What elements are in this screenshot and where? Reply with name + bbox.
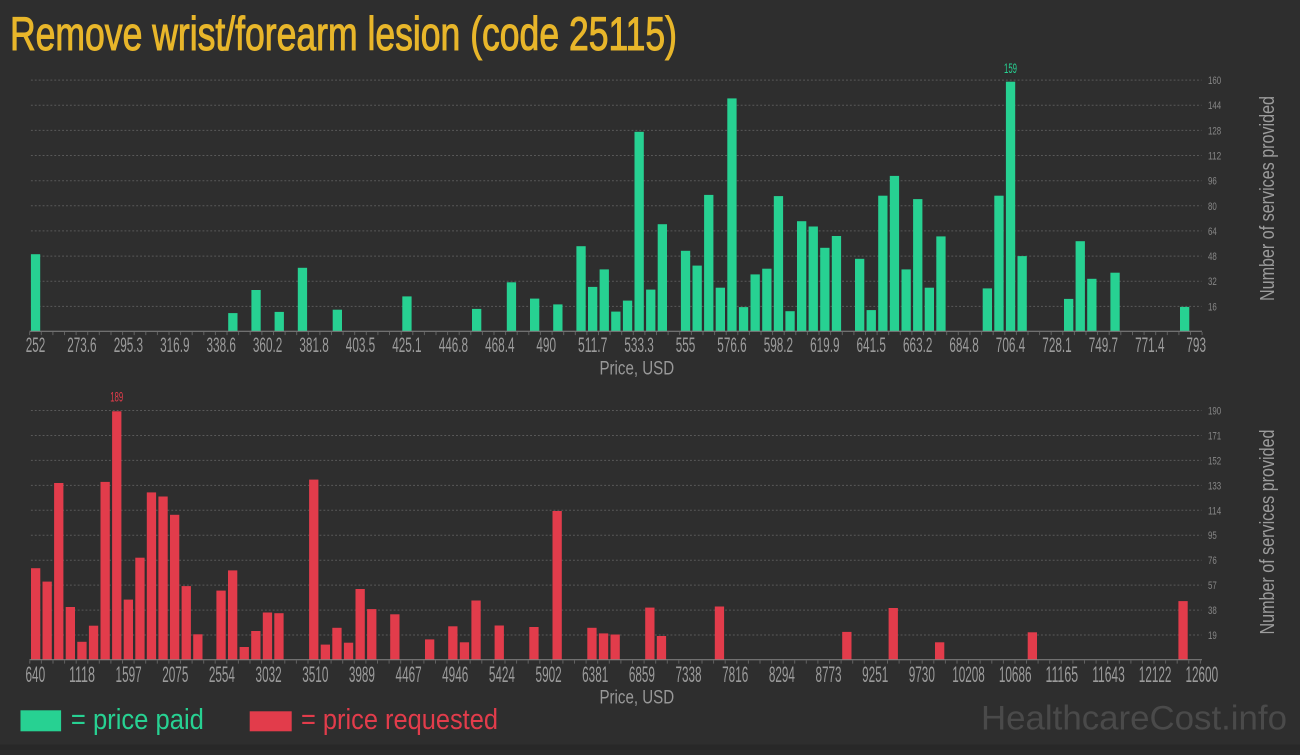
svg-text:38: 38 [1208, 605, 1217, 617]
svg-text:425.1: 425.1 [392, 334, 421, 357]
svg-text:1597: 1597 [116, 662, 142, 687]
svg-text:= price requested: = price requested [301, 704, 498, 736]
svg-text:10208: 10208 [952, 662, 985, 687]
svg-text:95: 95 [1208, 530, 1217, 542]
svg-text:576.6: 576.6 [717, 334, 746, 357]
svg-text:706.4: 706.4 [996, 334, 1026, 357]
svg-text:80: 80 [1208, 201, 1217, 213]
svg-text:8773: 8773 [815, 662, 841, 687]
svg-text:152: 152 [1208, 455, 1221, 467]
svg-text:619.9: 619.9 [810, 334, 839, 357]
svg-text:749.7: 749.7 [1089, 334, 1118, 357]
svg-text:48: 48 [1208, 251, 1217, 263]
svg-text:316.9: 316.9 [160, 334, 189, 357]
svg-text:112: 112 [1208, 151, 1221, 163]
svg-text:5902: 5902 [536, 662, 562, 687]
svg-text:403.5: 403.5 [346, 334, 375, 357]
svg-text:9730: 9730 [909, 662, 935, 687]
svg-text:96: 96 [1208, 176, 1217, 188]
svg-text:273.6: 273.6 [67, 334, 96, 357]
svg-text:793: 793 [1186, 334, 1206, 357]
svg-text:Price, USD: Price, USD [599, 688, 674, 709]
svg-text:640: 640 [26, 662, 46, 687]
svg-text:468.4: 468.4 [485, 334, 515, 357]
svg-text:76: 76 [1208, 555, 1217, 567]
svg-text:10686: 10686 [999, 662, 1032, 687]
svg-text:295.3: 295.3 [114, 334, 143, 357]
svg-text:490: 490 [536, 334, 556, 357]
svg-text:Remove wrist/forearm lesion (c: Remove wrist/forearm lesion (code 25115) [10, 7, 677, 60]
svg-text:252: 252 [26, 334, 46, 357]
svg-text:8294: 8294 [769, 662, 795, 687]
svg-text:11165: 11165 [1046, 662, 1079, 687]
svg-text:114: 114 [1208, 505, 1221, 517]
svg-text:190: 190 [1208, 406, 1221, 418]
svg-text:2554: 2554 [209, 662, 235, 687]
svg-text:32: 32 [1208, 276, 1217, 288]
svg-text:12122: 12122 [1139, 662, 1172, 687]
svg-text:771.4: 771.4 [1135, 334, 1165, 357]
svg-text:11643: 11643 [1092, 662, 1125, 687]
svg-text:189: 189 [110, 389, 123, 405]
svg-text:2075: 2075 [162, 662, 188, 687]
svg-text:16: 16 [1208, 301, 1217, 313]
svg-text:160: 160 [1208, 75, 1221, 87]
svg-text:4946: 4946 [442, 662, 468, 687]
svg-text:133: 133 [1208, 480, 1221, 492]
svg-text:5424: 5424 [489, 662, 515, 687]
svg-text:= price paid: = price paid [71, 704, 204, 736]
svg-text:12600: 12600 [1186, 662, 1219, 687]
svg-text:Price, USD: Price, USD [599, 358, 674, 379]
svg-text:684.8: 684.8 [949, 334, 978, 357]
svg-text:Number of services provided: Number of services provided [1257, 96, 1279, 301]
svg-text:144: 144 [1208, 100, 1221, 112]
svg-text:446.8: 446.8 [439, 334, 468, 357]
svg-text:663.2: 663.2 [903, 334, 932, 357]
svg-text:171: 171 [1208, 431, 1221, 443]
svg-text:6859: 6859 [629, 662, 655, 687]
svg-text:555: 555 [676, 334, 696, 357]
svg-text:381.8: 381.8 [299, 334, 328, 357]
svg-text:HealthcareCost.info: HealthcareCost.info [981, 699, 1287, 737]
svg-text:360.2: 360.2 [253, 334, 282, 357]
svg-text:1118: 1118 [69, 662, 95, 687]
svg-text:3510: 3510 [302, 662, 328, 687]
svg-text:3989: 3989 [349, 662, 375, 687]
svg-text:641.5: 641.5 [857, 334, 886, 357]
svg-text:7338: 7338 [675, 662, 701, 687]
svg-text:728.1: 728.1 [1042, 334, 1071, 357]
svg-text:19: 19 [1208, 630, 1217, 642]
svg-text:3032: 3032 [256, 662, 282, 687]
svg-text:598.2: 598.2 [764, 334, 793, 357]
svg-text:9251: 9251 [862, 662, 888, 687]
svg-text:4467: 4467 [396, 662, 422, 687]
svg-text:6381: 6381 [582, 662, 608, 687]
svg-text:338.6: 338.6 [207, 334, 236, 357]
svg-text:511.7: 511.7 [578, 334, 607, 357]
svg-text:64: 64 [1208, 226, 1217, 238]
svg-text:7816: 7816 [722, 662, 748, 687]
svg-text:57: 57 [1208, 580, 1217, 592]
svg-text:533.3: 533.3 [624, 334, 653, 357]
svg-text:Number of services provided: Number of services provided [1257, 430, 1279, 635]
svg-text:128: 128 [1208, 125, 1221, 137]
svg-text:159: 159 [1004, 60, 1017, 76]
